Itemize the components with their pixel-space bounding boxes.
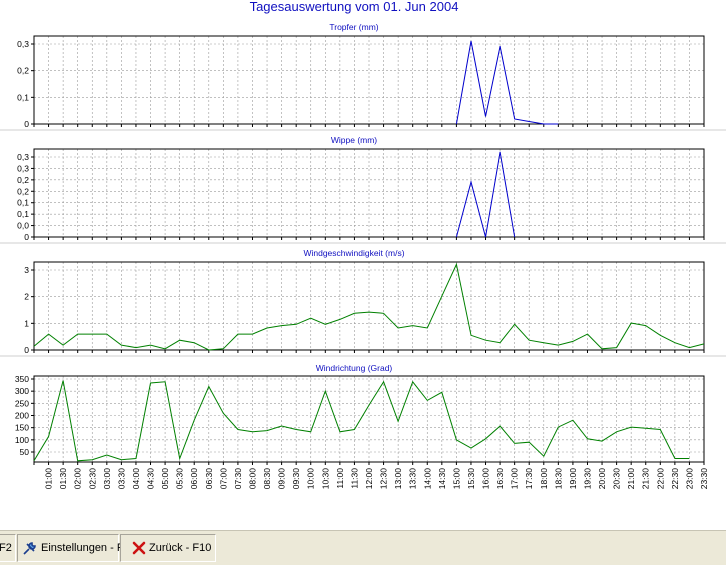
y-tick-label: 0,2 xyxy=(17,186,29,196)
x-tick-label: 15:30 xyxy=(466,468,476,490)
x-tick-label: 01:00 xyxy=(44,468,54,490)
plot-frame xyxy=(33,35,705,125)
x-tick-label: 01:30 xyxy=(58,468,68,490)
plot-frame xyxy=(33,375,705,463)
y-tick-label: 1 xyxy=(24,318,29,328)
x-tick-label: 06:00 xyxy=(189,468,199,490)
y-tick-label: 0,2 xyxy=(17,175,29,185)
x-tick-label: 11:00 xyxy=(335,468,345,489)
settings-button[interactable]: Einstellungen - F3 xyxy=(17,534,130,562)
y-tick-label: 0 xyxy=(24,232,29,242)
x-tick-label: 02:00 xyxy=(73,468,83,490)
y-tick-label: 0,3 xyxy=(17,163,29,173)
chart-title: Windgeschwindigkeit (m/s) xyxy=(303,248,404,258)
x-tick-label: 03:30 xyxy=(116,468,126,490)
x-tick-label: 14:00 xyxy=(422,468,432,490)
series-line xyxy=(33,262,705,351)
y-tick-label: 200 xyxy=(15,411,29,421)
settings-icon xyxy=(22,540,38,556)
y-tick-label: 0,3 xyxy=(17,39,29,49)
x-tick-label: 13:30 xyxy=(408,468,418,490)
y-tick-label: 300 xyxy=(15,386,29,396)
x-tick-label: 19:30 xyxy=(582,468,592,490)
y-tick-label: 3 xyxy=(24,265,29,275)
plot-frame xyxy=(33,148,705,238)
x-tick-label: 08:30 xyxy=(262,468,272,490)
y-tick-label: 0,1 xyxy=(17,209,29,219)
x-tick-label: 04:30 xyxy=(146,468,156,490)
plot-frame xyxy=(33,261,705,351)
y-tick-label: 100 xyxy=(15,435,29,445)
x-tick-label: 04:00 xyxy=(131,468,141,490)
x-tick-label: 12:30 xyxy=(379,468,389,490)
x-tick-label: 12:00 xyxy=(364,468,374,490)
x-tick-label: 14:30 xyxy=(437,468,447,490)
x-tick-label: 19:00 xyxy=(568,468,578,490)
y-tick-label: 0,1 xyxy=(17,198,29,208)
y-tick-label: 50 xyxy=(20,447,30,457)
chart-panel-4: Windrichtung (Grad) 50 100 150 200 250 300 350 0… xyxy=(15,363,709,489)
x-tick-label: 18:00 xyxy=(539,468,549,490)
x-tick-label: 17:00 xyxy=(510,468,520,490)
x-tick-label: 16:30 xyxy=(495,468,505,490)
x-tick-label: 03:00 xyxy=(102,468,112,490)
y-tick-label: 350 xyxy=(15,374,29,384)
bottom-toolbar: F2 Einstellungen - F3 Zurück - F10 xyxy=(0,530,726,565)
x-tick-label: 05:30 xyxy=(175,468,185,490)
chart-panel-1: Tropfer (mm) 0 0,1 0,2 0,3 xyxy=(17,22,705,129)
close-x-icon xyxy=(131,540,147,556)
chart-title: Wippe (mm) xyxy=(331,135,377,145)
page-title: Tagesauswertung vom 01. Jun 2004 xyxy=(249,0,459,14)
x-tick-label: 23:00 xyxy=(684,468,694,490)
y-tick-label: 2 xyxy=(24,292,29,302)
y-tick-label: 0,1 xyxy=(17,92,29,102)
chart-title: Windrichtung (Grad) xyxy=(316,363,393,373)
x-tick-label: 20:00 xyxy=(597,468,607,490)
x-tick-label: 16:00 xyxy=(481,468,491,490)
back-button-label: Zurück - F10 xyxy=(149,542,212,554)
x-tick-label: 02:30 xyxy=(87,468,97,490)
prev-button[interactable]: F2 xyxy=(0,534,16,562)
series-line xyxy=(455,151,516,238)
x-tick-label: 22:30 xyxy=(670,468,680,490)
series-line xyxy=(33,380,690,462)
back-button[interactable]: Zurück - F10 xyxy=(120,534,216,562)
chart-panel-2: Wippe (mm) 00,0 0,10,1 0,20,2 0,30,3 xyxy=(17,135,705,242)
y-tick-label: 0,0 xyxy=(17,221,29,231)
chart-panel-3: Windgeschwindigkeit (m/s) 0 1 2 3 xyxy=(24,248,705,355)
settings-button-label: Einstellungen - F3 xyxy=(41,542,130,554)
y-tick-label: 150 xyxy=(15,423,29,433)
x-tick-label: 22:00 xyxy=(655,468,665,490)
x-tick-label: 10:00 xyxy=(306,468,316,490)
x-tick-label: 10:30 xyxy=(320,468,330,490)
y-tick-label: 0,2 xyxy=(17,66,29,76)
x-tick-label: 13:00 xyxy=(393,468,403,490)
x-tick-label: 09:00 xyxy=(277,468,287,490)
x-tick-label: 05:00 xyxy=(160,468,170,490)
prev-button-label: F2 xyxy=(0,542,12,554)
x-tick-label: 17:30 xyxy=(524,468,534,490)
x-tick-label: 21:00 xyxy=(626,468,636,490)
x-tick-label: 06:30 xyxy=(204,468,214,490)
y-tick-label: 0,3 xyxy=(17,152,29,162)
x-tick-label: 07:00 xyxy=(218,468,228,490)
series-line xyxy=(455,40,559,125)
x-tick-label: 18:30 xyxy=(553,468,563,490)
x-tick-label: 07:30 xyxy=(233,468,243,490)
y-tick-label: 250 xyxy=(15,398,29,408)
x-tick-label: 23:30 xyxy=(699,468,709,490)
y-tick-label: 0 xyxy=(24,119,29,129)
x-tick-label: 15:00 xyxy=(451,468,461,490)
report-area: Tagesauswertung vom 01. Jun 2004 Tropfer… xyxy=(0,0,726,530)
chart-title: Tropfer (mm) xyxy=(329,22,378,32)
x-tick-label: 11:30 xyxy=(349,468,359,489)
x-tick-label: 08:00 xyxy=(247,468,257,490)
y-tick-label: 0 xyxy=(24,345,29,355)
x-tick-label: 20:30 xyxy=(612,468,622,490)
x-tick-label: 21:30 xyxy=(641,468,651,490)
x-tick-label: 09:30 xyxy=(291,468,301,490)
